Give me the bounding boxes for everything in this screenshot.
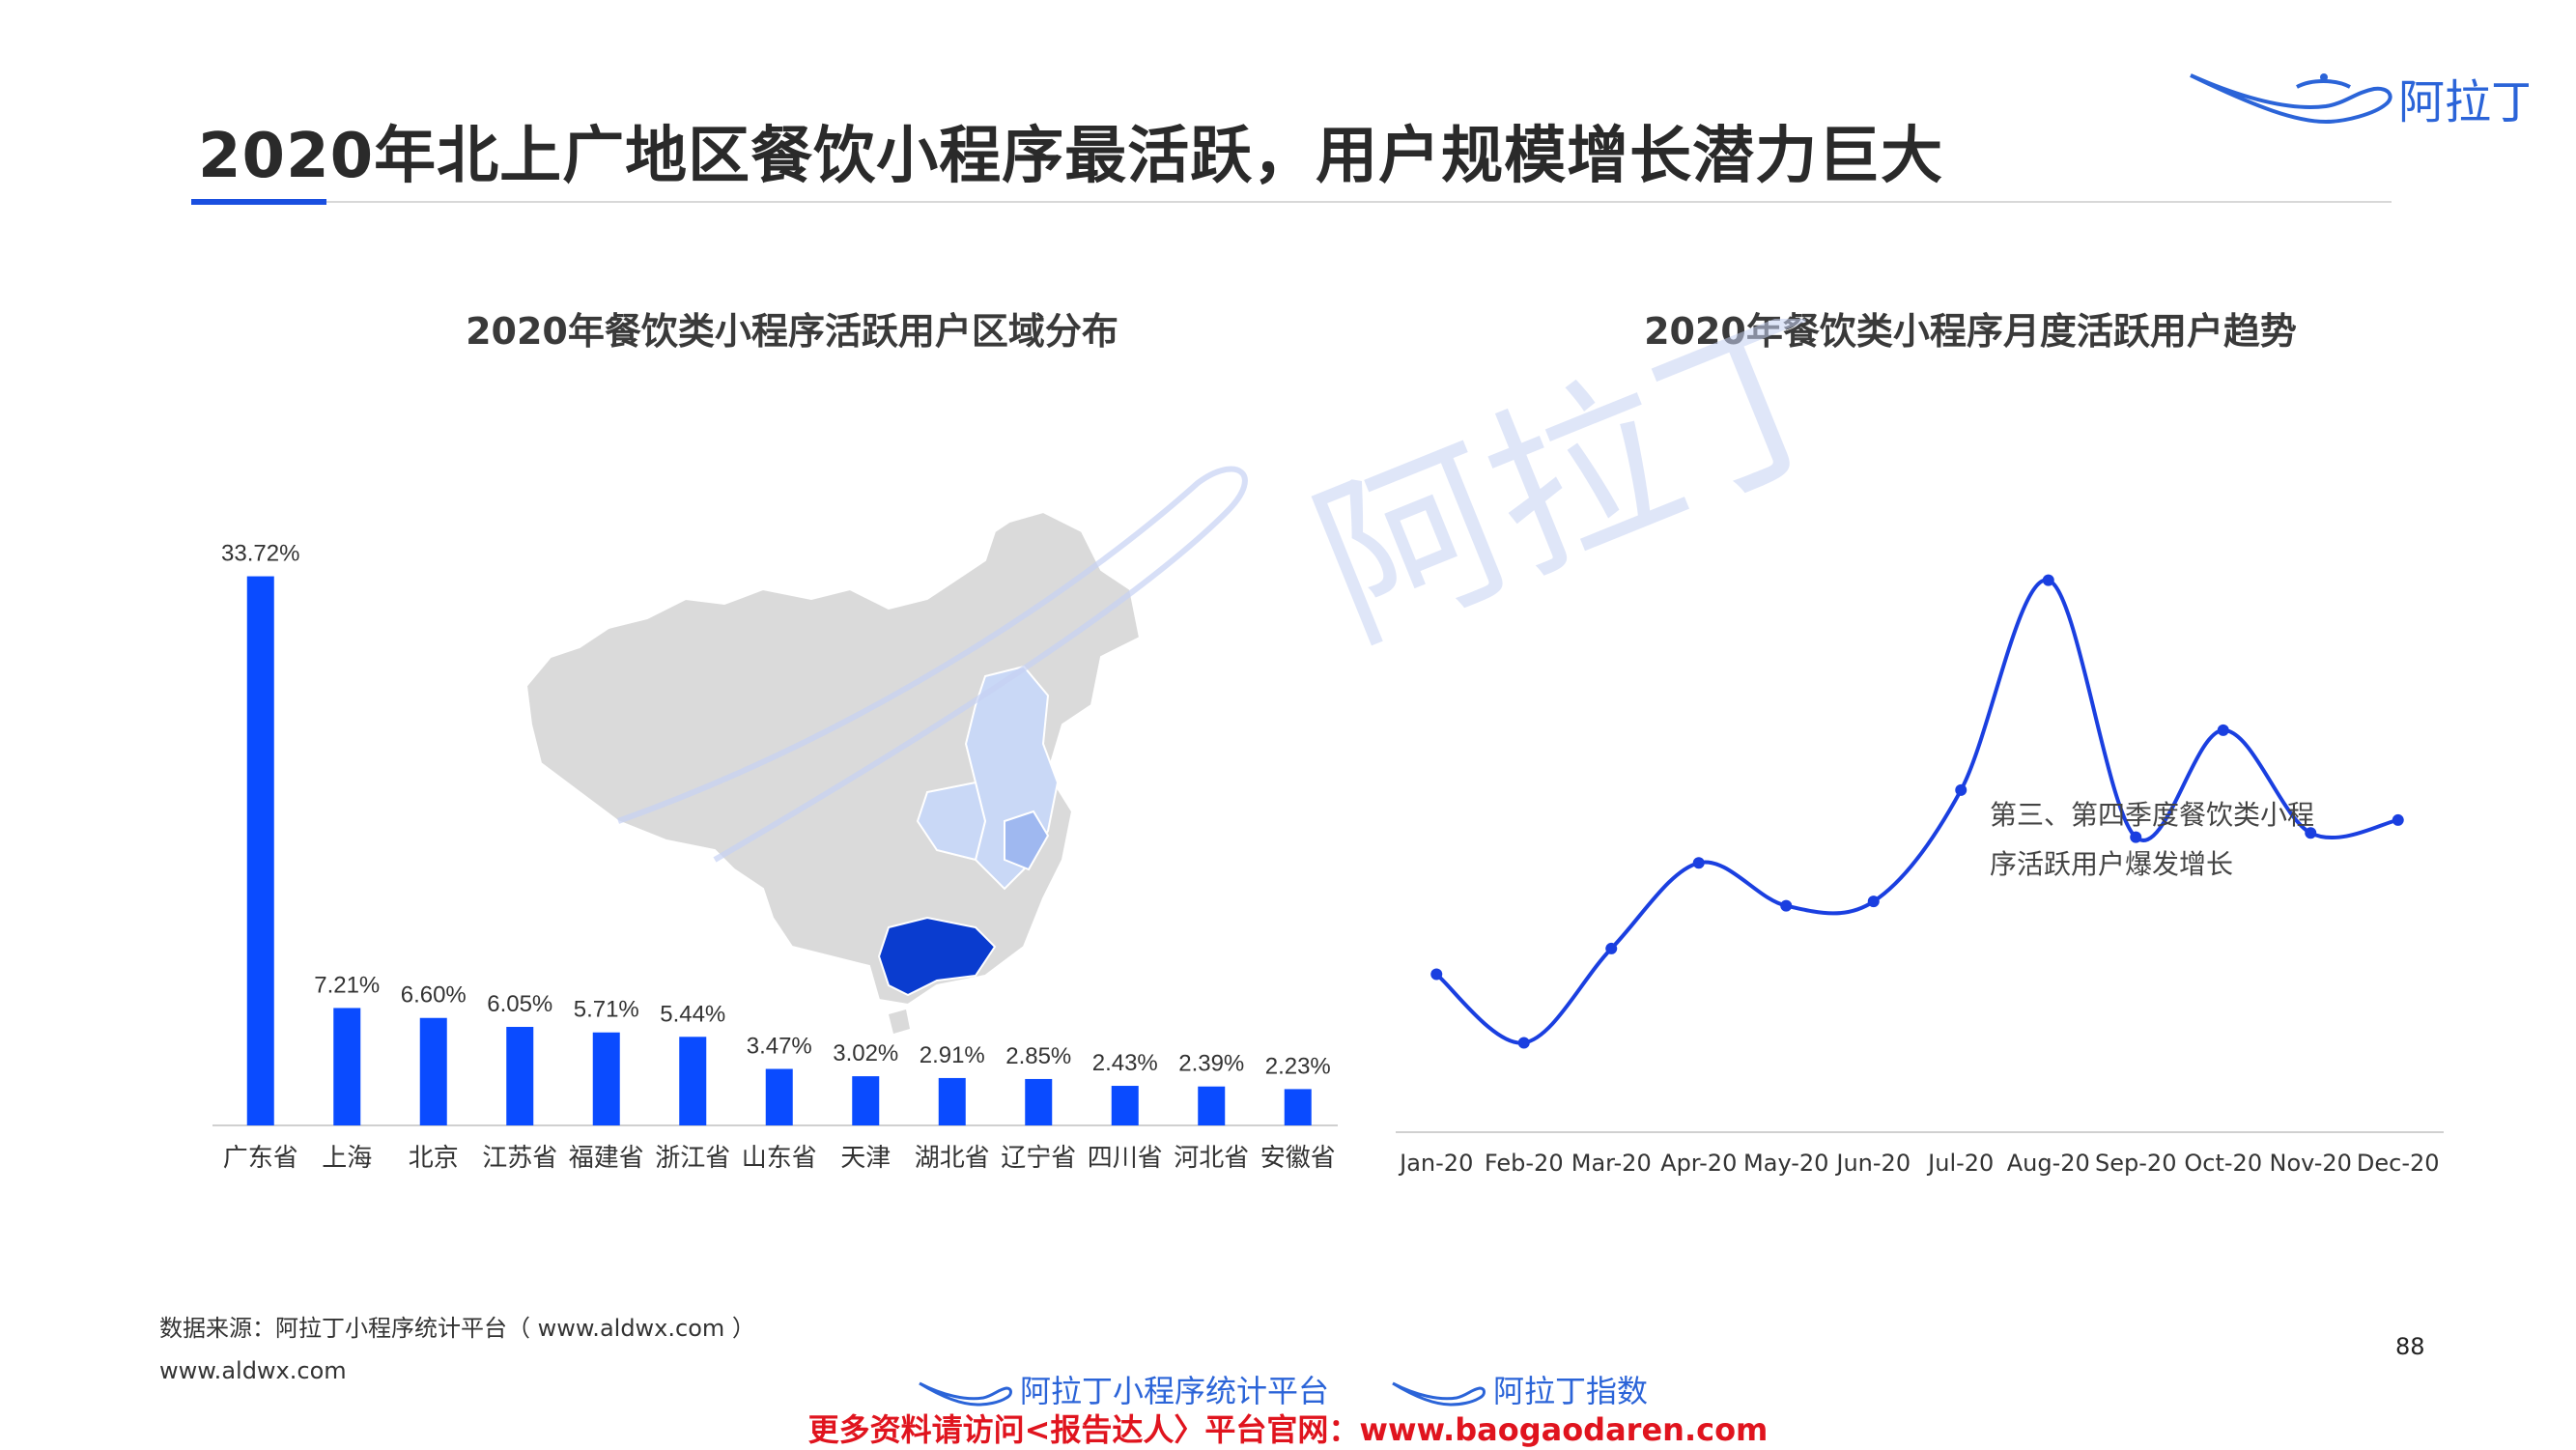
bar-category-label: 湖北省: [915, 1144, 990, 1173]
bar-value-label: 2.23%: [1265, 1053, 1331, 1079]
bar-value-label: 2.39%: [1178, 1051, 1244, 1077]
bar-value-label: 3.47%: [747, 1034, 812, 1060]
line-annotation-line-1: 第三、第四季度餐饮类小程: [1990, 794, 2314, 833]
line-annotation-line-2: 序活跃用户爆发增长: [1990, 843, 2233, 882]
line-category-label: Oct-20: [2184, 1150, 2262, 1177]
line-category-label: Aug-20: [2007, 1150, 2090, 1177]
bar-value-label: 2.91%: [920, 1042, 985, 1068]
bar: [420, 1018, 447, 1125]
bar: [1198, 1087, 1225, 1125]
line-category-label: Dec-20: [2357, 1150, 2440, 1177]
bar-category-label: 福建省: [569, 1144, 644, 1173]
title-accent-bar: [191, 199, 326, 205]
line-category-label: Mar-20: [1571, 1150, 1652, 1177]
line-point: [1605, 943, 1617, 954]
line-category-label: Nov-20: [2270, 1150, 2352, 1177]
line-point: [1868, 896, 1880, 907]
line-category-label: Jul-20: [1926, 1150, 1994, 1177]
line-category-label: May-20: [1743, 1150, 1828, 1177]
bar-value-label: 2.43%: [1092, 1050, 1158, 1076]
bar-value-label: 7.21%: [314, 972, 380, 998]
title-divider: [191, 201, 2392, 203]
bar-value-label: 2.85%: [1005, 1043, 1071, 1069]
bar-value-label: 6.05%: [487, 991, 552, 1017]
bar-category-label: 浙江省: [655, 1144, 730, 1173]
line-point: [2218, 725, 2229, 736]
line-point: [1955, 784, 1967, 796]
line-point: [1693, 857, 1705, 868]
data-source: 数据来源：阿拉丁小程序统计平台（ www.aldwx.com ）: [159, 1309, 755, 1343]
bar-category-label: 江苏省: [482, 1144, 557, 1173]
bar-category-label: 北京: [409, 1144, 459, 1173]
bar: [766, 1069, 793, 1125]
brand-logo: 阿拉丁: [2181, 58, 2529, 145]
bar: [1112, 1086, 1139, 1125]
site-url: www.aldwx.com: [159, 1357, 347, 1384]
bar-chart: 33.72% 广东省 7.21% 上海 6.60% 北京 6.05% 江苏省 5.71% 福建省 5…: [193, 483, 1352, 1198]
promo-banner[interactable]: 更多资料请访问<报告达人〉平台官网：www.baogaodaren.com: [0, 1406, 2576, 1450]
line-point: [1430, 969, 1442, 981]
bar-category-label: 广东省: [223, 1144, 298, 1173]
line-point: [2043, 575, 2054, 586]
bar-value-label: 6.60%: [401, 982, 467, 1009]
page-title: 2020年北上广地区餐饮小程序最活跃，用户规模增长潜力巨大: [198, 106, 1943, 195]
line-chart: Jan-20 Feb-20 Mar-20 Apr-20 May-20 Jun-20 Jul-…: [1391, 483, 2502, 1198]
magic-lamp-icon: 阿拉丁: [2181, 58, 2529, 145]
line-point: [2392, 814, 2404, 826]
bar: [1285, 1089, 1312, 1125]
bar: [852, 1076, 879, 1125]
bar-value-label: 5.71%: [574, 997, 639, 1023]
page-number: 88: [2395, 1333, 2425, 1360]
bar-category-label: 上海: [322, 1144, 372, 1173]
line-category-label: Jan-20: [1398, 1150, 1473, 1177]
bar: [506, 1027, 533, 1125]
bar-category-label: 安徽省: [1260, 1144, 1336, 1173]
line-point: [1780, 900, 1792, 912]
bar-value-label: 33.72%: [221, 541, 299, 567]
footer-logo-stats-label: 阿拉丁小程序统计平台: [1020, 1373, 1329, 1409]
bar-category-label: 山东省: [742, 1144, 817, 1173]
bar-value-label: 5.44%: [660, 1001, 725, 1027]
bar: [1025, 1079, 1052, 1125]
line-point: [2130, 832, 2141, 843]
bar-category-label: 天津: [840, 1144, 891, 1173]
bar: [333, 1008, 360, 1125]
line-category-label: Apr-20: [1660, 1150, 1737, 1177]
bar: [593, 1033, 620, 1125]
bar-value-label: 3.02%: [833, 1040, 898, 1066]
line-category-label: Feb-20: [1485, 1150, 1564, 1177]
footer-logo-index-label: 阿拉丁指数: [1493, 1373, 1648, 1409]
bar: [247, 577, 274, 1125]
line-category-label: Jun-20: [1834, 1150, 1911, 1177]
line-point: [1518, 1037, 1530, 1048]
bar: [679, 1037, 706, 1125]
bar-category-label: 河北省: [1174, 1144, 1249, 1173]
line-category-label: Sep-20: [2095, 1150, 2176, 1177]
bar-category-label: 四川省: [1088, 1144, 1163, 1173]
brand-name: 阿拉丁: [2398, 75, 2529, 129]
bar: [939, 1078, 966, 1125]
bar-category-label: 辽宁省: [1001, 1144, 1076, 1173]
